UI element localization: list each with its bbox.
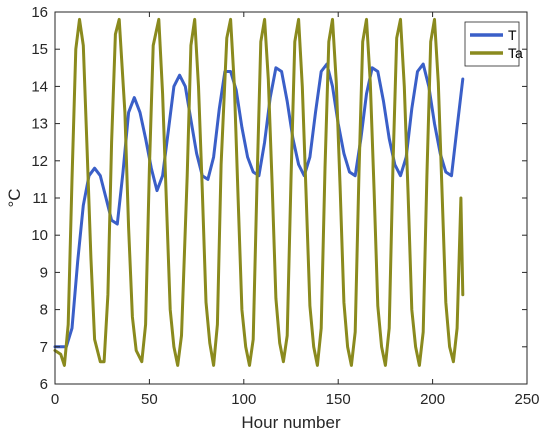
y-tick-label: 9 [40,264,48,281]
y-tick-label: 15 [31,41,48,58]
x-tick-label: 150 [326,391,351,408]
series-layer [53,17,465,367]
y-tick-label: 8 [40,302,48,319]
y-tick-label: 16 [31,4,48,21]
series-line-ta [53,17,465,367]
x-tick-label: 200 [420,391,445,408]
x-axis-label: Hour number [241,413,341,432]
legend-label-t: T [508,27,517,43]
plot-area [53,11,528,385]
y-tick-label: 6 [40,376,48,393]
x-tick-label: 250 [514,391,539,408]
x-tick-label: 0 [51,391,59,408]
y-axis: 6 7 8 9 10 11 12 13 14 15 16 [31,4,527,393]
legend-label-ta: Ta [508,45,523,61]
y-tick-label: 10 [31,227,48,244]
y-axis-label: °C [5,188,24,207]
y-tick-label: 14 [31,78,48,95]
series-line-t [53,62,465,349]
legend: T Ta [464,21,523,67]
x-tick-label: 100 [231,391,256,408]
y-tick-label: 11 [32,190,48,207]
legend-box [464,21,520,67]
y-tick-label: 7 [40,339,48,356]
x-tick-label: 50 [141,391,158,408]
x-axis: 0 50 100 150 200 250 [51,12,540,408]
y-tick-label: 12 [31,153,48,170]
y-tick-label: 13 [31,116,48,133]
